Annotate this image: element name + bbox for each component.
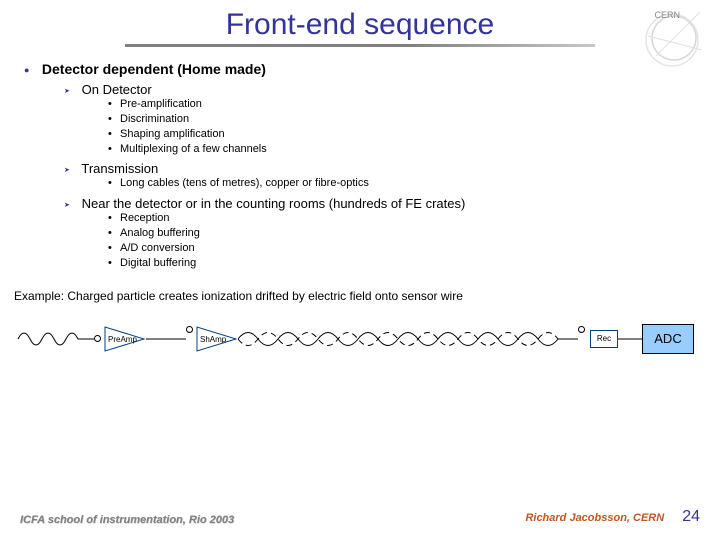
bullet-item: Analog buffering: [108, 226, 696, 241]
bullet-item: Long cables (tens of metres), copper or …: [108, 176, 696, 191]
twisted-cable-icon: [238, 324, 578, 354]
footer-page-number: 24: [682, 508, 700, 526]
section-title-1: Transmission: [81, 161, 158, 176]
slide-title: Front-end sequence: [0, 0, 720, 42]
shamp-label: ShAmp: [200, 335, 226, 344]
bullet-item: Multiplexing of a few channels: [108, 142, 696, 157]
bullet-item: Discrimination: [108, 112, 696, 127]
bullet-item: Reception: [108, 211, 696, 226]
footer-left: ICFA school of instrumentation, Rio 2003: [20, 514, 234, 526]
input-signal-icon: [16, 329, 96, 349]
connector-dot: [186, 326, 193, 333]
bullet-item: Shaping amplification: [108, 127, 696, 142]
connector-dot: [578, 326, 585, 333]
footer-author: Richard Jacobsson, CERN: [525, 512, 664, 524]
section-title-0: On Detector: [82, 82, 152, 97]
adc-box: ADC: [642, 324, 694, 354]
connector-dot: [94, 335, 101, 342]
preamp-label: PreAmp: [108, 335, 137, 344]
bullet-item: Pre-amplification: [108, 97, 696, 112]
rec-box: Rec: [590, 330, 618, 348]
cern-label: CERN: [654, 10, 680, 20]
heading-l1: Detector dependent (Home made): [42, 61, 266, 77]
slide-content: Detector dependent (Home made) On Detect…: [0, 47, 720, 271]
section-title-2: Near the detector or in the counting roo…: [82, 196, 466, 211]
signal-chain-diagram: PreAmp ShAmp Rec ADC: [10, 313, 710, 363]
slide-footer: ICFA school of instrumentation, Rio 2003…: [0, 506, 720, 526]
bullet-item: Digital buffering: [108, 256, 696, 271]
wire: [146, 338, 186, 340]
bullet-item: A/D conversion: [108, 241, 696, 256]
example-text: Example: Charged particle creates ioniza…: [0, 289, 720, 303]
wire: [618, 338, 642, 340]
